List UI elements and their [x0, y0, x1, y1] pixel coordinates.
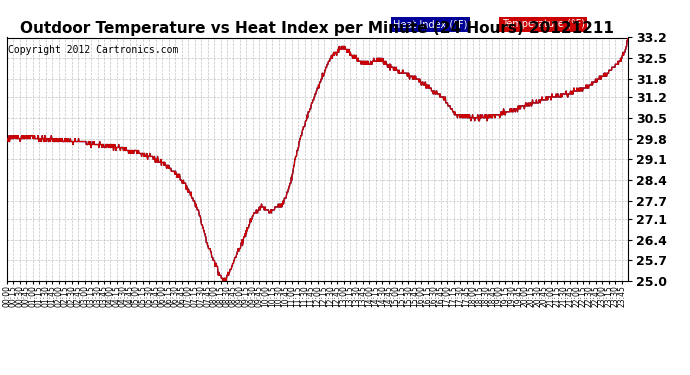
Text: Copyright 2012 Cartronics.com: Copyright 2012 Cartronics.com	[8, 45, 178, 55]
Text: Heat Index (°F): Heat Index (°F)	[393, 19, 468, 29]
Text: Temperature (°F): Temperature (°F)	[502, 19, 585, 29]
Title: Outdoor Temperature vs Heat Index per Minute (24 Hours) 20121211: Outdoor Temperature vs Heat Index per Mi…	[21, 21, 614, 36]
